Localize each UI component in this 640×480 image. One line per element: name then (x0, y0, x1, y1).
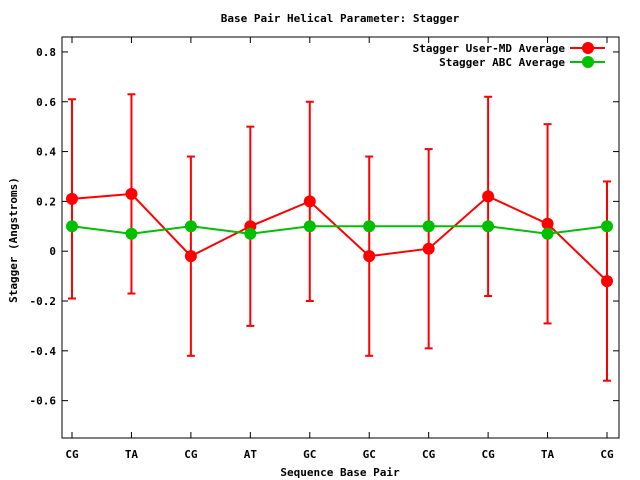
x-tick-label: CG (65, 448, 79, 461)
data-point-abc (482, 220, 495, 233)
x-tick-label: AT (244, 448, 258, 461)
data-point-user-md (482, 190, 495, 203)
x-tick-label: CG (481, 448, 495, 461)
data-point-abc (422, 220, 435, 233)
data-point-abc (601, 220, 613, 233)
data-point-user-md (363, 250, 376, 263)
y-tick-label: 0 (49, 245, 56, 258)
x-tick-label: TA (541, 448, 555, 461)
data-point-abc (303, 220, 316, 233)
data-point-user-md (601, 275, 613, 288)
y-tick-label: -0.4 (30, 345, 57, 358)
data-point-abc (125, 227, 138, 240)
y-tick-label: -0.6 (30, 395, 57, 408)
data-point-abc (541, 227, 554, 240)
legend-marker-user-md (582, 42, 594, 54)
data-point-user-md (184, 250, 197, 263)
y-axis: -0.6 -0.4 -0.2 0 0.2 0.4 0.6 0.8 (30, 46, 619, 408)
y-tick-label: -0.2 (30, 295, 57, 308)
x-axis: CG TA CG AT GC GC CG CG TA CG (65, 37, 614, 461)
data-point-user-md (422, 242, 435, 255)
data-point-user-md (66, 192, 78, 205)
data-point-abc (184, 220, 197, 233)
legend-label-abc: Stagger ABC Average (439, 56, 565, 69)
chart-title: Base Pair Helical Parameter: Stagger (221, 12, 460, 25)
legend-label-user-md: Stagger User-MD Average (413, 42, 566, 55)
data-point-abc (66, 220, 78, 233)
x-tick-label: TA (125, 448, 139, 461)
legend-marker-abc (582, 56, 594, 68)
x-tick-label: CG (184, 448, 198, 461)
x-axis-label: Sequence Base Pair (280, 466, 400, 479)
y-tick-label: 0.2 (36, 195, 56, 208)
y-tick-label: 0.8 (36, 46, 56, 59)
x-tick-label: CG (422, 448, 436, 461)
data-point-abc (244, 227, 257, 240)
y-axis-label: Stagger (Angstroms) (7, 177, 20, 303)
series-line-abc (71, 225, 608, 235)
y-tick-label: 0.4 (36, 146, 56, 159)
y-tick-label: 0.6 (36, 96, 56, 109)
legend: Stagger User-MD Average Stagger ABC Aver… (413, 42, 605, 69)
data-point-abc (363, 220, 376, 233)
series-line-user-md (71, 192, 608, 282)
plot-frame (61, 36, 620, 439)
data-point-user-md (303, 195, 316, 208)
x-tick-label: GC (303, 448, 316, 461)
x-tick-label: CG (600, 448, 614, 461)
data-point-user-md (125, 187, 138, 200)
series-layer (66, 93, 613, 382)
data-point-user-md (541, 217, 554, 230)
x-tick-label: GC (363, 448, 376, 461)
